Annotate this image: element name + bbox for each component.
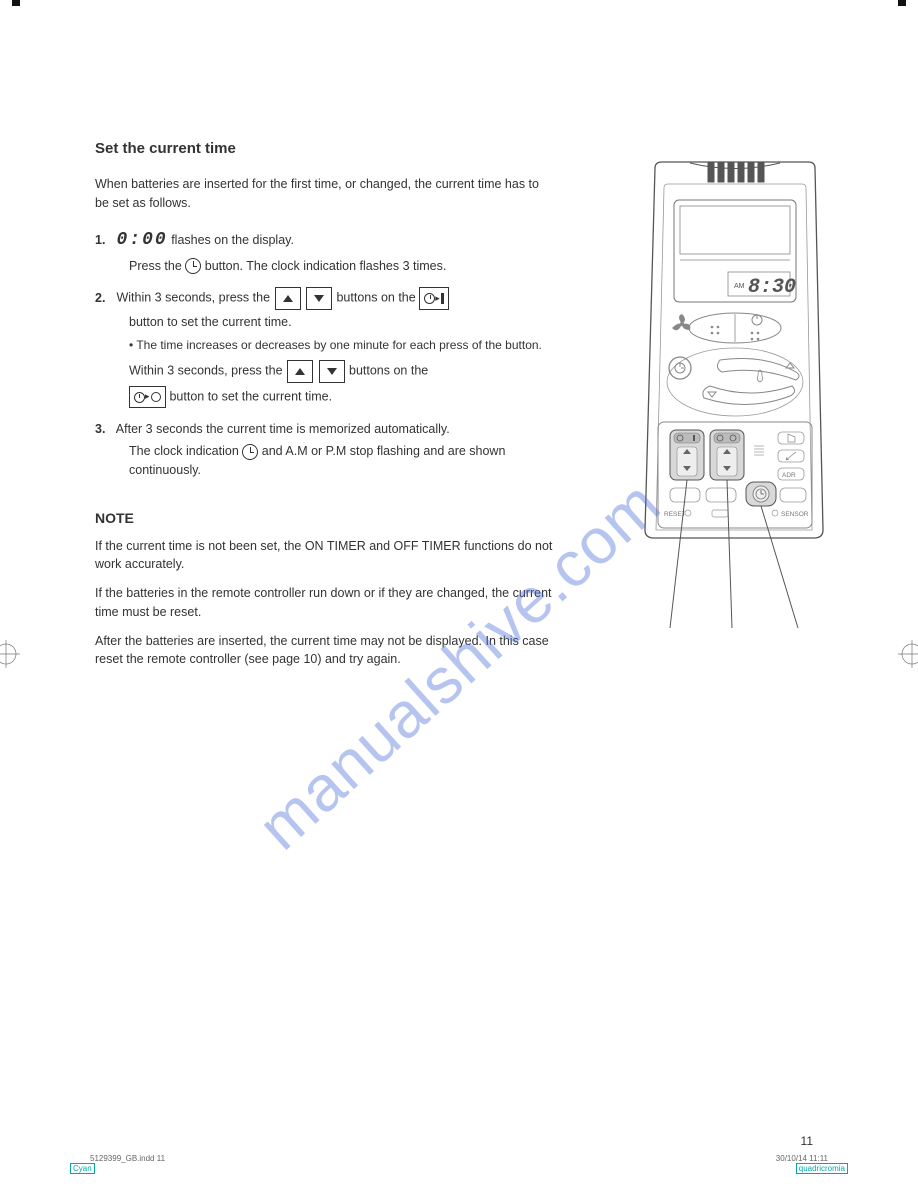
- timer-off-button-highlight: [710, 430, 744, 480]
- arrow-down-icon-2: [319, 360, 345, 383]
- page-heading: Set the current time: [95, 140, 825, 157]
- timer-on-button-highlight: [670, 430, 704, 480]
- clock-icon: [185, 258, 201, 274]
- note-heading: NOTE: [95, 508, 555, 529]
- clock-button-highlight: [746, 482, 776, 506]
- step-3-line2: The clock indication and A.M or P.M stop…: [129, 442, 555, 480]
- cyan-mark-right: quadricromia: [796, 1163, 848, 1174]
- timer-off-icon: ▸: [129, 386, 166, 409]
- note-item-3: After the batteries are inserted, the cu…: [95, 632, 555, 670]
- remote-am-label: AM: [734, 283, 745, 290]
- step-1: 1. 0:00 flashes on the display.: [95, 227, 555, 254]
- footer-text: 5129399_GB.indd 11: [90, 1154, 165, 1163]
- timer-on-icon: ▸: [419, 287, 449, 310]
- step-2-num: 2.: [95, 289, 113, 308]
- step-3: 3. After 3 seconds the current time is m…: [95, 420, 555, 439]
- clock-icon-2: [242, 444, 258, 460]
- sensor-label: SENSOR: [781, 511, 809, 518]
- remote-illustration: AM 8:30: [630, 160, 830, 645]
- step-2-line2: Within 3 seconds, press the buttons on t…: [129, 360, 555, 383]
- step-2-line2b: ▸ button to set the current time.: [95, 386, 555, 409]
- reg-mark-left: [0, 640, 20, 668]
- step-2: 2. Within 3 seconds, press the buttons o…: [95, 287, 555, 310]
- crop-mark-tl: [0, 0, 20, 20]
- cyan-mark-left: Cyan: [70, 1163, 95, 1174]
- footer-timestamp: 30/10/14 11:11: [776, 1154, 828, 1163]
- remote-time-value: 8:30: [748, 276, 796, 299]
- remote-svg: AM 8:30: [630, 160, 840, 640]
- svg-text:ADR: ADR: [782, 472, 796, 479]
- step-3-num: 3.: [95, 420, 113, 439]
- body-text: When batteries are inserted for the firs…: [95, 175, 555, 669]
- step-2-line1b: button to set the current time.: [129, 313, 555, 332]
- step-1-lead: flashes on the display.: [171, 233, 294, 247]
- step-2-bullet: • The time increases or decreases by one…: [129, 336, 555, 354]
- step-1-num: 1.: [95, 231, 113, 250]
- page-number: 11: [801, 1134, 813, 1148]
- note-item-2: If the batteries in the remote controlle…: [95, 584, 555, 622]
- note-item-1: If the current time is not been set, the…: [95, 537, 555, 575]
- crop-mark-tr: [898, 0, 918, 20]
- arrow-up-icon-2: [287, 360, 313, 383]
- intro-text: When batteries are inserted for the firs…: [95, 175, 555, 213]
- clock-display-value: 0:00: [116, 230, 167, 250]
- arrow-down-icon: [306, 287, 332, 310]
- step-1-line2: Press the button. The clock indication f…: [129, 257, 555, 276]
- reg-mark-right: [898, 640, 918, 668]
- arrow-up-icon: [275, 287, 301, 310]
